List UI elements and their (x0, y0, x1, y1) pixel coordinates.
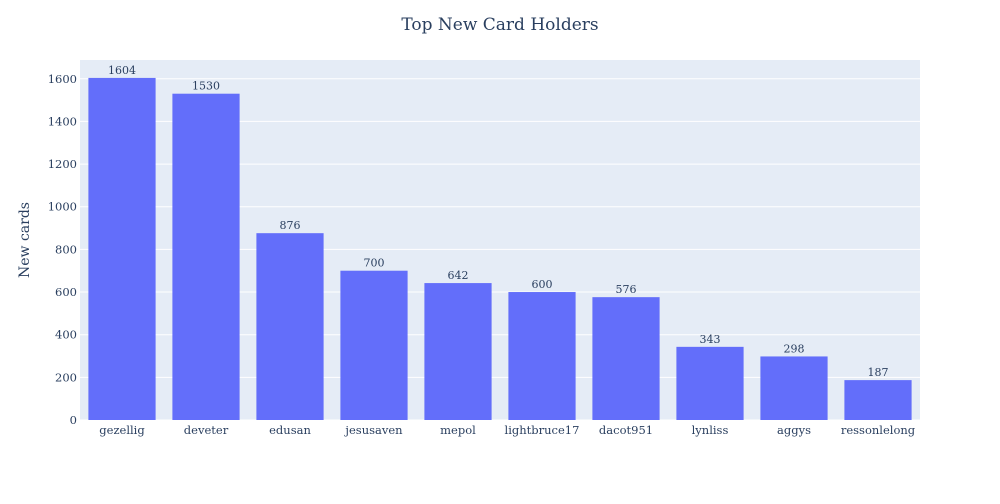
bar-data-label: 298 (784, 342, 805, 355)
x-tick-label: dacot951 (599, 423, 653, 437)
bar-ressonlelong[interactable] (844, 380, 912, 420)
x-tick-label: lightbruce17 (505, 423, 580, 437)
y-tick-label: 0 (70, 413, 77, 427)
x-tick-label: edusan (269, 423, 311, 437)
y-tick-label: 800 (55, 242, 77, 256)
bar-aggys[interactable] (760, 356, 828, 420)
bar-mepol[interactable] (424, 283, 492, 420)
y-tick-label: 200 (55, 370, 77, 384)
x-tick-label: jesusaven (343, 423, 403, 437)
bar-edusan[interactable] (256, 233, 324, 420)
y-tick-label: 1000 (48, 200, 77, 214)
y-tick-label: 1200 (48, 157, 77, 171)
bar-lynliss[interactable] (676, 346, 744, 420)
bar-data-label: 600 (532, 278, 553, 291)
bar-dacot951[interactable] (592, 297, 660, 420)
bar-data-label: 343 (700, 333, 721, 346)
bars (88, 77, 912, 421)
bar-data-label: 642 (448, 269, 469, 282)
bar-data-label: 876 (280, 219, 301, 232)
chart-title: Top New Card Holders (401, 15, 598, 35)
bar-deveter[interactable] (172, 93, 240, 420)
x-tick-label: aggys (777, 423, 811, 437)
x-tick-label: lynliss (692, 423, 729, 437)
x-axis-ticks: gezellig deveter edusan jesusaven mepol light… (99, 423, 915, 437)
x-tick-label: gezellig (99, 423, 145, 437)
bar-data-label: 700 (364, 257, 385, 270)
bar-gezellig[interactable] (88, 77, 156, 421)
y-axis-title: New cards (17, 202, 33, 278)
x-tick-label: ressonlelong (841, 423, 916, 437)
bar-data-label: 1604 (108, 64, 136, 77)
bar-data-label: 1530 (192, 80, 220, 93)
bar-data-label: 187 (868, 366, 889, 379)
y-tick-label: 1400 (48, 114, 77, 128)
y-tick-label: 1600 (48, 72, 77, 86)
bar-labels: 1604 1530 876 700 642 600 576 343 298 187 (108, 64, 889, 379)
y-tick-label: 400 (55, 328, 77, 342)
x-tick-label: mepol (440, 423, 476, 437)
bar-data-label: 576 (616, 283, 637, 296)
y-axis-ticks: 0 200 400 600 800 1000 1200 1400 1600 (48, 72, 77, 427)
x-tick-label: deveter (184, 423, 229, 437)
y-tick-label: 600 (55, 285, 77, 299)
bar-lightbruce17[interactable] (508, 292, 576, 420)
bar-jesusaven[interactable] (340, 270, 408, 420)
